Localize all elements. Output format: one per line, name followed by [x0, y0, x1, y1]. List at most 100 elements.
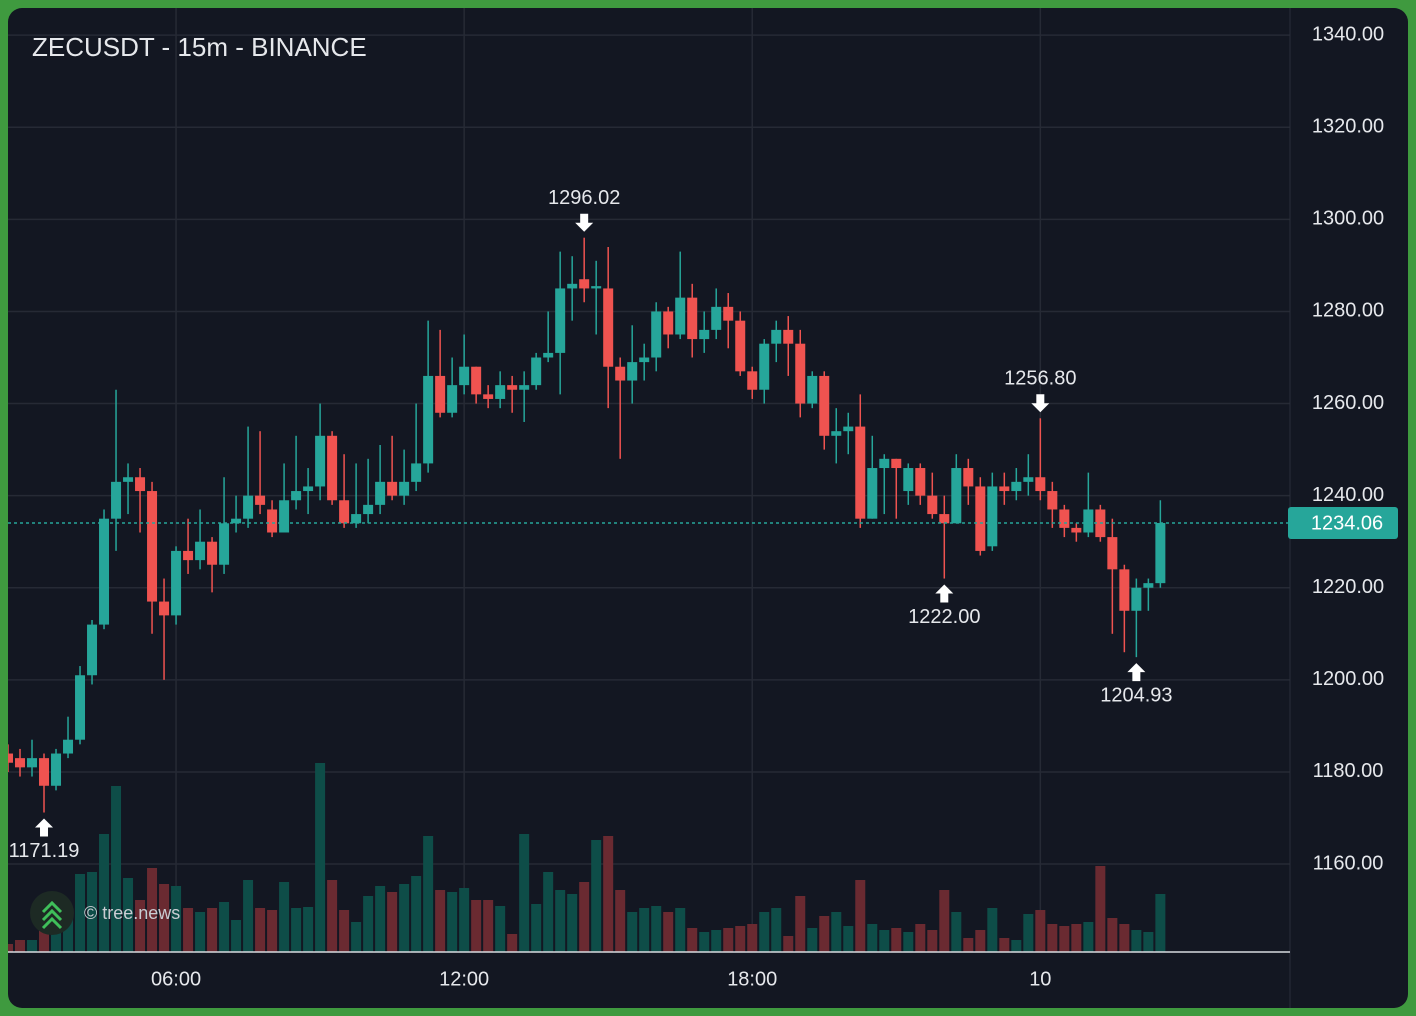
candle-layer [8, 237, 1166, 813]
volume-bar [483, 900, 494, 952]
axes-layer: 1160.00 1180.00 1200.00 1220.00 1240.00 1260.… [8, 23, 1398, 990]
volume-bar [687, 928, 698, 952]
volume-bar [951, 912, 962, 952]
candle-body [963, 468, 974, 487]
volume-bar [111, 786, 122, 952]
candle-body [1155, 523, 1166, 584]
annotation-label: 1222.00 [908, 606, 980, 628]
annotation-arrow [1031, 394, 1050, 413]
y-tick-label: 1280.00 [1312, 300, 1384, 322]
volume-bar [975, 930, 986, 952]
candle-body [363, 504, 374, 515]
candle-body [351, 514, 362, 524]
volume-bar [351, 922, 362, 952]
candle-body [735, 320, 746, 372]
candle-body [615, 366, 626, 381]
candle-body [723, 306, 734, 321]
candle-body [999, 486, 1010, 492]
volume-bar [723, 928, 734, 952]
volume-bar [675, 908, 686, 952]
candle-body [975, 486, 986, 551]
volume-bar [1035, 910, 1046, 952]
candle-body [987, 486, 998, 547]
candle-body [687, 297, 698, 340]
candle-body [879, 458, 890, 469]
candle-body [267, 509, 278, 533]
candle-body [951, 468, 962, 524]
x-tick-label: 12:00 [439, 968, 489, 990]
volume-bar [1095, 866, 1106, 952]
volume-bar [615, 890, 626, 952]
volume-bar [291, 908, 302, 952]
y-tick-label: 1220.00 [1312, 576, 1384, 598]
candle-body [855, 426, 866, 519]
candle-body [1047, 491, 1058, 510]
volume-bar [1131, 930, 1142, 952]
volume-bar [1047, 924, 1058, 952]
candle-body [711, 306, 722, 330]
volume-bar [375, 886, 386, 952]
y-tick-label: 1300.00 [1312, 208, 1384, 230]
volume-bar [591, 840, 602, 952]
candle-body [1011, 481, 1022, 492]
volume-bar [1143, 932, 1154, 952]
candle-body [1035, 477, 1046, 492]
candle-body [1131, 587, 1142, 611]
last-price-box [1288, 507, 1398, 540]
candle-body [543, 352, 554, 358]
candle-body [399, 481, 410, 496]
candle-body [1107, 537, 1118, 570]
candle-body [639, 357, 650, 363]
volume-bar [435, 890, 446, 952]
candle-body [63, 739, 74, 754]
candle-body [375, 481, 386, 505]
volume-bar [507, 934, 518, 952]
volume-bar [327, 880, 338, 952]
candle-body [99, 518, 110, 625]
candle-body [1119, 569, 1130, 611]
candle-body [411, 463, 422, 482]
candle-body [531, 357, 542, 386]
annotation-label: 1256.80 [1004, 368, 1076, 390]
y-tick-label: 1260.00 [1312, 392, 1384, 414]
candle-body [255, 495, 266, 505]
watermark-text: © tree.news [84, 903, 180, 923]
candle-body [447, 385, 458, 413]
volume-bar [1071, 924, 1082, 952]
volume-bar [663, 912, 674, 952]
volume-bar [171, 886, 182, 952]
candle-body [195, 541, 206, 561]
volume-bar [555, 890, 566, 952]
volume-bar [159, 884, 170, 952]
candle-body [807, 375, 818, 404]
candle-body [1059, 509, 1070, 528]
volume-bar [423, 836, 434, 952]
volume-bar [711, 930, 722, 952]
volume-bar [807, 928, 818, 952]
y-tick-label: 1240.00 [1312, 484, 1384, 506]
candle-body [771, 329, 782, 344]
candle-body [123, 477, 134, 482]
candle-body [627, 362, 638, 381]
annotation-arrow [935, 584, 954, 603]
candle-body [207, 541, 218, 565]
volume-bar [879, 930, 890, 952]
candle-body [243, 495, 254, 519]
volume-bar [759, 912, 770, 952]
y-tick-label: 1200.00 [1312, 668, 1384, 690]
candle-body [603, 288, 614, 367]
candle-body [579, 279, 590, 289]
candle-body [435, 375, 446, 413]
x-tick-label: 10 [1029, 968, 1051, 990]
volume-bar [939, 890, 950, 952]
candle-body [591, 286, 602, 289]
candle-body [783, 329, 794, 344]
volume-bar [699, 932, 710, 952]
annotation-layer: 1171.19 1296.02 1222.00 1256.80 1204.93 [9, 187, 1173, 862]
volume-bar [819, 916, 830, 952]
volume-layer [8, 763, 1166, 952]
candle-body [519, 385, 530, 390]
candle-body [159, 601, 170, 616]
volume-bar [255, 908, 266, 952]
candle-body [291, 491, 302, 501]
